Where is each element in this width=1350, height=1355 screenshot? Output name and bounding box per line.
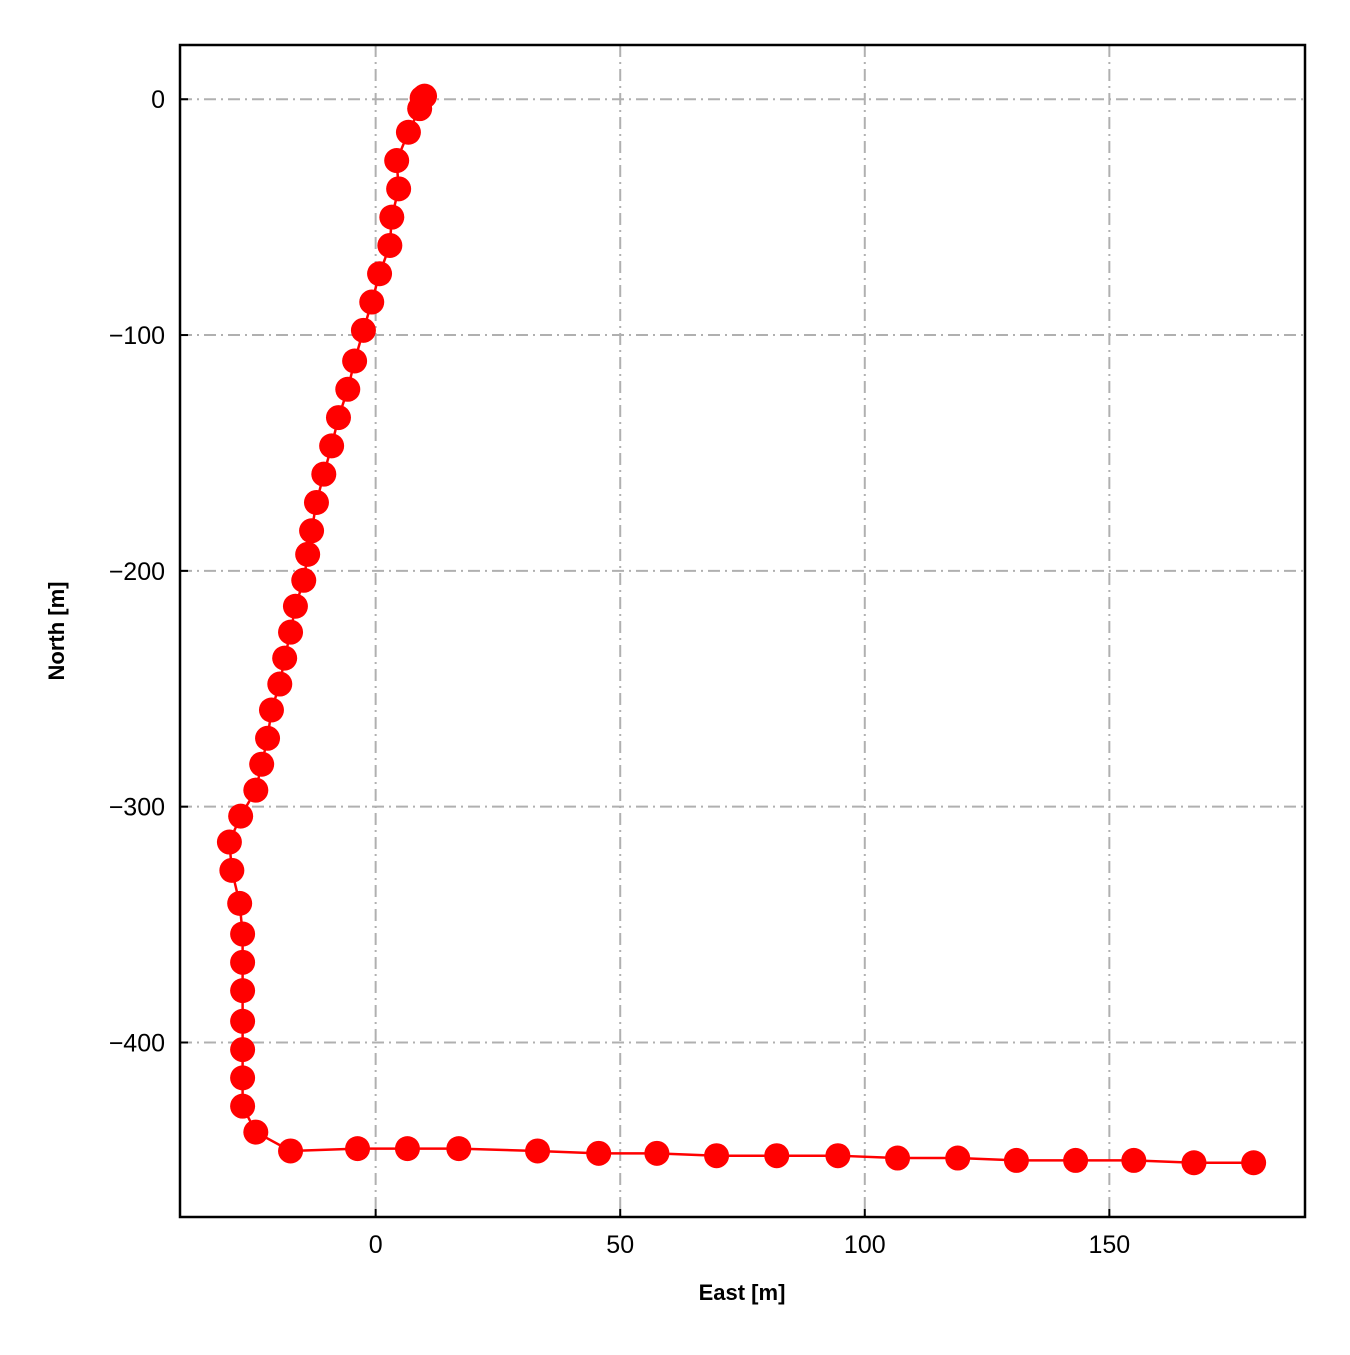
data-point (1063, 1147, 1089, 1173)
data-point (311, 461, 337, 487)
data-point (295, 541, 321, 567)
plot-frame (178, 43, 1307, 1219)
y-tick-label: −100 (109, 322, 165, 350)
data-point (644, 1140, 670, 1166)
data-point (384, 148, 410, 174)
data-line (228, 95, 1254, 1165)
data-point (395, 119, 421, 145)
y-axis-label: North [m] (44, 582, 69, 681)
data-point (825, 1143, 851, 1169)
data-point (227, 890, 253, 916)
data-point (1181, 1150, 1207, 1176)
data-point (319, 433, 345, 459)
data-point (278, 619, 304, 645)
data-point (1003, 1147, 1029, 1173)
y-tick-label: −300 (109, 794, 165, 822)
data-point (885, 1145, 911, 1171)
data-point (704, 1143, 730, 1169)
data-point (230, 921, 256, 947)
x-tick-label: 0 (369, 1231, 383, 1259)
data-point (267, 671, 293, 697)
data-point (230, 978, 256, 1004)
x-tick-label: 150 (1088, 1231, 1130, 1259)
data-point (258, 697, 284, 723)
data-point (303, 489, 329, 515)
data-point (299, 518, 325, 544)
data-point (1241, 1150, 1267, 1176)
data-point (350, 317, 376, 343)
data-point (230, 1008, 256, 1034)
data-point (255, 725, 281, 751)
data-point (394, 1136, 420, 1162)
data-point (228, 803, 254, 829)
y-tick-label: 0 (151, 86, 165, 114)
data-point (945, 1145, 971, 1171)
data-point (249, 751, 275, 777)
data-point (359, 289, 385, 315)
data-point (243, 1119, 269, 1145)
data-point (379, 204, 405, 230)
data-point (230, 1093, 256, 1119)
data-point (446, 1136, 472, 1162)
data-point (282, 593, 308, 619)
y-tick-label: −200 (109, 558, 165, 586)
data-point (386, 176, 412, 202)
data-point (272, 645, 298, 671)
data-point (377, 232, 403, 258)
x-axis-label: East [m] (699, 1280, 786, 1305)
data-point (291, 567, 317, 593)
data-point (586, 1140, 612, 1166)
data-point (1121, 1147, 1147, 1173)
data-point (243, 777, 269, 803)
data-point (230, 1037, 256, 1063)
x-tick-label: 50 (606, 1231, 634, 1259)
data-point (230, 1065, 256, 1091)
data-point (345, 1136, 371, 1162)
data-point (367, 261, 393, 287)
data-point (219, 857, 245, 883)
data-point (325, 405, 351, 431)
y-tick-label: −400 (109, 1029, 165, 1057)
data-point (342, 348, 368, 374)
data-point (525, 1138, 551, 1164)
data-point (764, 1143, 790, 1169)
data-point (278, 1138, 304, 1164)
data-point (407, 96, 433, 122)
data-point (335, 376, 361, 402)
data-point (216, 829, 242, 855)
x-tick-label: 100 (844, 1231, 886, 1259)
data-point (230, 949, 256, 975)
